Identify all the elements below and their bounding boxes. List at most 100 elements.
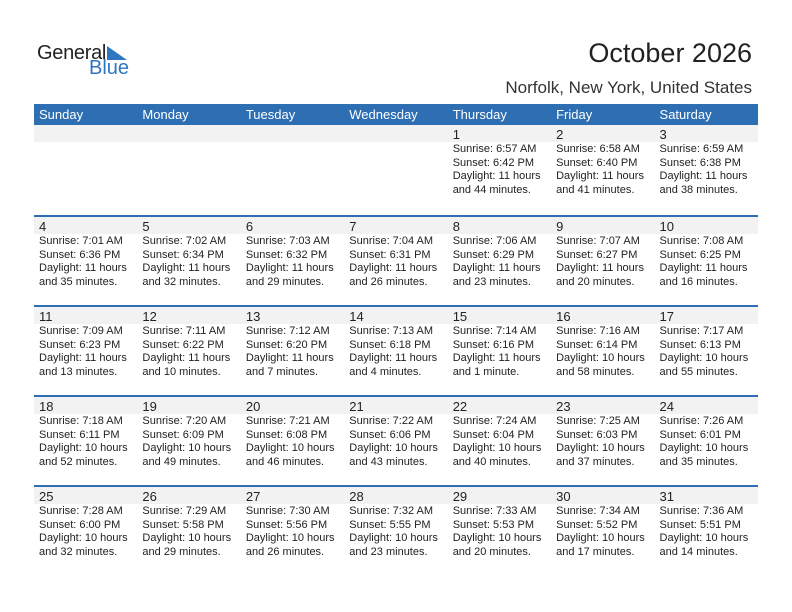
day-info: Sunrise: 6:59 AM Sunset: 6:38 PM Daylight:…	[655, 142, 758, 197]
weekday-monday: Monday	[142, 107, 189, 122]
sunset-text: Sunset: 6:34 PM	[142, 248, 224, 261]
minutes-text: and 26 minutes.	[245, 545, 325, 558]
daylight-text: Daylight: 10 hours	[452, 532, 542, 544]
day-number: 2	[551, 125, 655, 142]
sunrise-text: Sunrise: 7:36 AM	[659, 505, 744, 517]
minutes-text: and 55 minutes.	[659, 365, 738, 378]
minutes-text: and 1 minute.	[452, 365, 520, 378]
daylight-text: Daylight: 11 hours	[659, 170, 748, 182]
minutes-text: and 43 minutes.	[349, 455, 428, 468]
minutes-text: and 4 minutes.	[349, 365, 422, 378]
sunset-text: Sunset: 6:09 PM	[142, 428, 224, 441]
daylight-text: Daylight: 10 hours	[659, 442, 749, 454]
day-cell: 28 Sunrise: 7:32 AM Sunset: 5:55 PM Dayligh…	[344, 487, 448, 575]
weekday-header: Sunday Monday Tuesday Wednesday Thursday Frid…	[34, 104, 758, 125]
day-info: Sunrise: 7:13 AM Sunset: 6:18 PM Daylight:…	[344, 324, 447, 379]
week-row: 1 Sunrise: 6:57 AM Sunset: 6:42 PM Daylight…	[34, 125, 758, 215]
day-cell: 26 Sunrise: 7:29 AM Sunset: 5:58 PM Dayligh…	[137, 487, 241, 575]
minutes-text: and 20 minutes.	[556, 275, 635, 288]
general-blue-logo: General Blue	[37, 42, 132, 82]
weekday-wednesday: Wednesday	[349, 107, 418, 122]
minutes-text: and 49 minutes.	[142, 455, 221, 468]
day-number: 17	[654, 307, 758, 324]
sunset-text: Sunset: 6:13 PM	[659, 338, 741, 351]
day-number: 31	[654, 487, 758, 504]
sunrise-text: Sunrise: 7:01 AM	[39, 235, 123, 247]
day-cell: 23 Sunrise: 7:25 AM Sunset: 6:03 PM Dayligh…	[551, 397, 655, 485]
daylight-text: Daylight: 11 hours	[452, 262, 541, 274]
weekday-thursday: Thursday	[452, 107, 507, 122]
day-info: Sunrise: 6:57 AM Sunset: 6:42 PM Daylight:…	[448, 142, 551, 197]
sunrise-text: Sunrise: 7:24 AM	[452, 415, 537, 427]
sunset-text: Sunset: 6:18 PM	[349, 338, 431, 351]
sunset-text: Sunset: 6:22 PM	[142, 338, 224, 351]
daylight-text: Daylight: 10 hours	[142, 532, 232, 544]
weekday-sunday: Sunday	[39, 107, 84, 122]
sunset-text: Sunset: 6:38 PM	[659, 156, 741, 169]
sunset-text: Sunset: 6:14 PM	[556, 338, 638, 351]
day-number: 15	[447, 307, 552, 324]
sunset-text: Sunset: 6:04 PM	[452, 428, 535, 441]
sunrise-text: Sunrise: 7:07 AM	[556, 235, 640, 247]
minutes-text: and 58 minutes.	[556, 365, 635, 378]
week-row: 18 Sunrise: 7:18 AM Sunset: 6:11 PM Dayligh…	[34, 395, 758, 485]
sunrise-text: Sunrise: 7:17 AM	[659, 325, 744, 337]
sunrise-text: Sunrise: 7:03 AM	[245, 235, 330, 247]
day-info: Sunrise: 7:26 AM Sunset: 6:01 PM Daylight:…	[655, 414, 758, 469]
day-cell: 24 Sunrise: 7:26 AM Sunset: 6:01 PM Dayligh…	[654, 397, 758, 485]
sunrise-text: Sunrise: 7:14 AM	[452, 325, 537, 337]
day-cell: 10 Sunrise: 7:08 AM Sunset: 6:25 PM Dayligh…	[654, 217, 758, 305]
day-cell: 8 Sunrise: 7:06 AM Sunset: 6:29 PM Daylight…	[447, 217, 552, 305]
sunset-text: Sunset: 6:23 PM	[39, 338, 121, 351]
day-info: Sunrise: 7:28 AM Sunset: 6:00 PM Daylight:…	[34, 504, 137, 559]
sunrise-text: Sunrise: 7:26 AM	[659, 415, 744, 427]
day-number: 12	[137, 307, 241, 324]
day-info: Sunrise: 7:30 AM Sunset: 5:56 PM Daylight:…	[241, 504, 344, 559]
day-info: Sunrise: 7:24 AM Sunset: 6:04 PM Daylight:…	[448, 414, 551, 469]
sunrise-text: Sunrise: 6:57 AM	[452, 143, 537, 155]
day-info: Sunrise: 7:14 AM Sunset: 6:16 PM Daylight:…	[448, 324, 551, 379]
day-info: Sunrise: 7:22 AM Sunset: 6:06 PM Daylight:…	[344, 414, 447, 469]
day-cell: 18 Sunrise: 7:18 AM Sunset: 6:11 PM Dayligh…	[34, 397, 138, 485]
day-info: Sunrise: 7:07 AM Sunset: 6:27 PM Daylight:…	[551, 234, 654, 289]
daylight-text: Daylight: 10 hours	[452, 442, 542, 454]
day-info: Sunrise: 7:16 AM Sunset: 6:14 PM Daylight:…	[551, 324, 654, 379]
day-number: 27	[240, 487, 345, 504]
sunset-text: Sunset: 6:08 PM	[245, 428, 328, 441]
sunset-text: Sunset: 5:51 PM	[659, 518, 741, 531]
daylight-text: Daylight: 10 hours	[659, 532, 749, 544]
daylight-text: Daylight: 11 hours	[39, 352, 127, 364]
minutes-text: and 37 minutes.	[556, 455, 635, 468]
day-info: Sunrise: 6:58 AM Sunset: 6:40 PM Daylight:…	[551, 142, 654, 197]
sunrise-text: Sunrise: 7:18 AM	[39, 415, 123, 427]
sunrise-text: Sunrise: 7:33 AM	[452, 505, 537, 517]
sunset-text: Sunset: 6:11 PM	[39, 428, 120, 441]
day-cell: 3 Sunrise: 6:59 AM Sunset: 6:38 PM Daylight…	[654, 125, 758, 215]
day-info: Sunrise: 7:32 AM Sunset: 5:55 PM Daylight:…	[344, 504, 447, 559]
day-cell: 13 Sunrise: 7:12 AM Sunset: 6:20 PM Dayligh…	[240, 307, 345, 395]
day-cell: 12 Sunrise: 7:11 AM Sunset: 6:22 PM Dayligh…	[137, 307, 241, 395]
day-number: 22	[447, 397, 552, 414]
day-number: 5	[137, 217, 241, 234]
daylight-text: Daylight: 11 hours	[349, 262, 438, 274]
daylight-text: Daylight: 11 hours	[39, 262, 127, 274]
sunrise-text: Sunrise: 7:12 AM	[245, 325, 330, 337]
daylight-text: Daylight: 10 hours	[142, 442, 232, 454]
day-number: 6	[240, 217, 345, 234]
minutes-text: and 13 minutes.	[39, 365, 118, 378]
day-number: 1	[447, 125, 552, 142]
sunrise-text: Sunrise: 7:11 AM	[142, 325, 226, 337]
empty-day-cell	[34, 125, 138, 215]
day-number: 13	[240, 307, 345, 324]
minutes-text: and 46 minutes.	[245, 455, 325, 468]
sunrise-text: Sunrise: 7:29 AM	[142, 505, 227, 517]
sunset-text: Sunset: 6:27 PM	[556, 248, 638, 261]
weekday-tuesday: Tuesday	[245, 107, 296, 122]
daylight-text: Daylight: 11 hours	[659, 262, 748, 274]
sunset-text: Sunset: 6:40 PM	[556, 156, 638, 169]
week-row: 25 Sunrise: 7:28 AM Sunset: 6:00 PM Dayligh…	[34, 485, 758, 575]
daylight-text: Daylight: 10 hours	[245, 532, 335, 544]
day-number: 8	[447, 217, 552, 234]
minutes-text: and 20 minutes.	[452, 545, 531, 558]
minutes-text: and 38 minutes.	[659, 183, 738, 196]
